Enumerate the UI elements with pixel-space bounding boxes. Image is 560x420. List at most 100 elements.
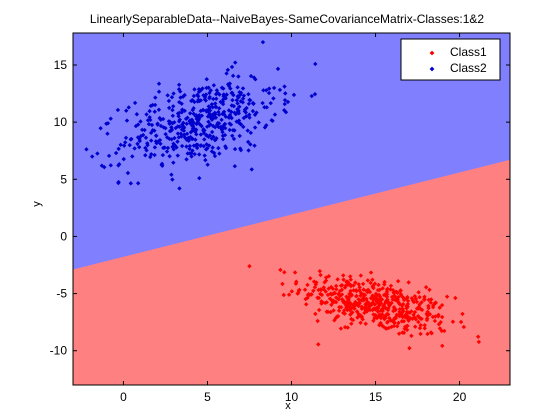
data-point xyxy=(212,110,218,116)
data-point xyxy=(394,312,399,318)
data-point xyxy=(105,121,111,126)
data-point xyxy=(395,323,400,329)
data-point xyxy=(377,287,383,293)
data-point xyxy=(318,291,323,297)
data-point xyxy=(404,296,410,301)
data-point xyxy=(187,143,193,149)
data-point xyxy=(175,131,181,136)
data-point xyxy=(219,127,225,132)
data-point xyxy=(272,112,278,117)
data-point xyxy=(148,138,154,143)
data-point xyxy=(349,310,354,316)
data-point xyxy=(213,104,218,110)
data-point xyxy=(231,136,237,142)
data-point xyxy=(143,145,148,151)
data-point xyxy=(169,172,174,177)
data-point xyxy=(316,307,322,313)
data-point xyxy=(372,281,378,286)
data-point xyxy=(132,146,137,151)
y-tick-label: -5 xyxy=(56,287,67,301)
data-point xyxy=(192,151,197,157)
data-point xyxy=(385,320,390,325)
data-point xyxy=(124,118,130,123)
data-point xyxy=(198,143,204,148)
data-point xyxy=(121,156,126,162)
y-tick-label: -10 xyxy=(50,344,68,358)
class1-points xyxy=(247,263,482,351)
data-point xyxy=(156,81,162,86)
y-axis-label: y xyxy=(31,201,43,207)
data-point xyxy=(237,104,242,109)
data-point xyxy=(387,315,392,321)
data-point xyxy=(194,145,200,151)
data-point xyxy=(318,272,323,278)
data-point xyxy=(154,133,159,139)
data-point xyxy=(226,108,232,113)
data-point xyxy=(271,85,277,91)
data-point xyxy=(325,309,331,315)
data-point xyxy=(197,152,202,157)
data-point xyxy=(116,180,121,186)
data-point xyxy=(206,119,211,124)
data-point xyxy=(266,86,272,91)
chart-title: LinearlySeparableData--NaiveBayes-SameCo… xyxy=(90,12,484,26)
data-point xyxy=(129,136,134,142)
data-point xyxy=(360,281,366,287)
data-point xyxy=(116,163,121,168)
data-point xyxy=(146,121,152,127)
data-point xyxy=(374,305,380,310)
data-point xyxy=(230,127,236,133)
data-point xyxy=(202,97,208,102)
data-point xyxy=(106,153,112,159)
data-point xyxy=(223,114,228,119)
data-point xyxy=(353,280,358,285)
data-point xyxy=(192,87,197,92)
data-point xyxy=(322,300,328,306)
data-point xyxy=(179,101,184,106)
data-point xyxy=(157,137,163,143)
data-point xyxy=(391,290,396,296)
data-point xyxy=(266,90,272,96)
data-point xyxy=(198,132,204,137)
data-point xyxy=(221,112,227,117)
data-point xyxy=(230,133,235,138)
data-point xyxy=(190,107,195,113)
data-point xyxy=(331,299,336,305)
data-point xyxy=(246,101,252,106)
data-point xyxy=(234,98,239,103)
data-point xyxy=(200,107,206,113)
data-point xyxy=(370,284,375,289)
data-point xyxy=(209,136,214,141)
data-point xyxy=(309,292,314,297)
data-point xyxy=(185,151,190,156)
data-point xyxy=(171,104,176,109)
data-point xyxy=(147,108,152,114)
data-point xyxy=(430,304,436,310)
data-point xyxy=(176,82,182,87)
data-point xyxy=(249,167,254,172)
data-point xyxy=(283,110,289,115)
data-point xyxy=(308,276,313,281)
data-point xyxy=(99,163,105,168)
data-point xyxy=(187,151,193,156)
data-point xyxy=(160,152,166,158)
data-point xyxy=(345,282,351,288)
data-point xyxy=(229,64,235,70)
data-point xyxy=(302,287,308,292)
data-point xyxy=(280,281,285,287)
data-point xyxy=(361,292,366,297)
data-point xyxy=(199,113,205,118)
data-point xyxy=(334,287,339,292)
data-point xyxy=(221,109,227,115)
data-point xyxy=(368,280,373,286)
data-point xyxy=(174,145,179,150)
data-point xyxy=(184,157,189,162)
data-point xyxy=(430,314,436,320)
data-point xyxy=(187,111,193,116)
data-point xyxy=(378,301,384,306)
data-point xyxy=(209,116,214,121)
data-point xyxy=(352,306,357,311)
data-point xyxy=(170,113,176,119)
data-point xyxy=(181,128,187,133)
axis-ticks xyxy=(73,33,510,385)
